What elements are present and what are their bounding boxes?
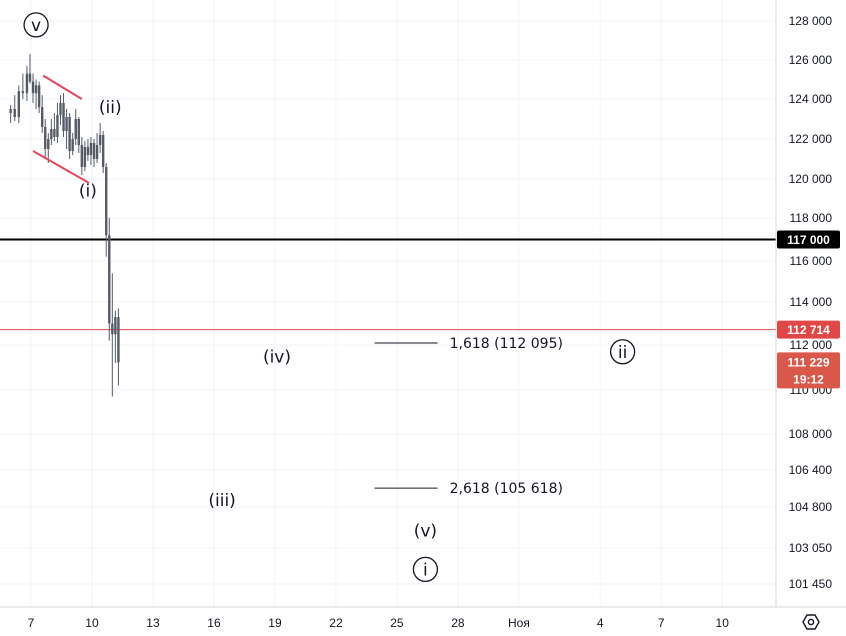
candle-body bbox=[77, 119, 80, 145]
x-tick-label: 4 bbox=[597, 616, 604, 630]
candle-body bbox=[89, 143, 93, 155]
candle-body bbox=[62, 103, 65, 131]
last-price-label: 111 229 bbox=[787, 355, 829, 369]
y-tick-label: 124 000 bbox=[789, 92, 833, 106]
y-tick-label: 116 000 bbox=[790, 254, 833, 268]
candle-body bbox=[74, 119, 77, 139]
candle-body bbox=[111, 323, 114, 335]
chart-grid bbox=[0, 0, 776, 607]
trendline[interactable] bbox=[32, 150, 90, 184]
price-badge bbox=[777, 230, 840, 249]
candle-body bbox=[117, 317, 120, 363]
candle-body bbox=[68, 117, 71, 151]
y-tick-label: 104 800 bbox=[789, 500, 833, 514]
wave-label-circle[interactable] bbox=[609, 339, 636, 365]
candle-body bbox=[50, 129, 53, 139]
candle-body bbox=[53, 129, 56, 137]
candle-body bbox=[47, 139, 50, 149]
candle-body bbox=[92, 143, 96, 159]
candle-body bbox=[80, 145, 84, 167]
x-tick-label: 10 bbox=[716, 616, 730, 630]
wave-label[interactable]: (ii) bbox=[99, 98, 122, 118]
candle-body bbox=[71, 139, 74, 151]
candle-body bbox=[56, 115, 59, 137]
x-tick-label: 7 bbox=[658, 616, 665, 630]
candle-body bbox=[21, 91, 25, 94]
fib-level-label: 2,618 (105 618) bbox=[450, 481, 563, 497]
price-badge-label: 117 000 bbox=[787, 233, 830, 247]
x-tick-label: 28 bbox=[451, 616, 465, 630]
x-tick-label: 13 bbox=[146, 616, 160, 630]
x-tick-label: 7 bbox=[28, 616, 35, 630]
candle-body bbox=[40, 107, 44, 127]
fib-level-label: 1,618 (112 095) bbox=[450, 336, 563, 352]
gear-icon bbox=[802, 614, 820, 630]
x-tick-label: 22 bbox=[329, 616, 343, 630]
candle-body bbox=[25, 73, 29, 94]
x-tick-label: 19 bbox=[268, 616, 282, 630]
wave-label[interactable]: (i) bbox=[79, 182, 97, 202]
price-badges: 117 000 112 714 111 229 19:12 bbox=[777, 230, 840, 389]
x-tick-label: Ноя bbox=[508, 616, 530, 630]
candle-body bbox=[31, 81, 35, 94]
candle-body bbox=[105, 167, 108, 236]
trendline[interactable] bbox=[42, 74, 83, 100]
wave-label[interactable]: i bbox=[423, 560, 428, 580]
wave-label[interactable]: (iv) bbox=[263, 347, 291, 367]
candle-body bbox=[83, 147, 87, 167]
wave-label[interactable]: ii bbox=[618, 343, 627, 363]
fib-levels[interactable]: 1,618 (112 095) 2,618 (105 618) bbox=[374, 336, 563, 497]
candle-body bbox=[65, 117, 68, 131]
price-badge bbox=[777, 320, 840, 339]
y-tick-label: 126 000 bbox=[789, 53, 833, 67]
candle-body bbox=[59, 103, 62, 115]
candle-body bbox=[13, 109, 16, 117]
price-badge-label: 112 714 bbox=[787, 323, 830, 337]
candle-body bbox=[98, 135, 102, 145]
wave-label-circle[interactable] bbox=[412, 556, 439, 583]
candle-body bbox=[95, 145, 99, 159]
horizontal-levels[interactable] bbox=[0, 238, 776, 331]
candle-body bbox=[86, 147, 90, 155]
y-tick-label: 112 000 bbox=[790, 338, 833, 352]
x-tick-label: 16 bbox=[207, 616, 221, 630]
wave-label[interactable]: (iii) bbox=[208, 491, 235, 511]
trendlines[interactable] bbox=[32, 74, 90, 184]
candle-body bbox=[37, 85, 41, 107]
candle-body bbox=[9, 109, 12, 113]
candles bbox=[9, 54, 120, 397]
y-tick-label: 120 000 bbox=[789, 172, 833, 186]
y-tick-label: 106 400 bbox=[789, 463, 833, 477]
candle-body bbox=[101, 135, 105, 167]
settings-button[interactable] bbox=[797, 609, 825, 635]
candle-body bbox=[34, 85, 38, 94]
wave-label[interactable]: v bbox=[31, 16, 41, 36]
candle-body bbox=[28, 73, 32, 82]
wave-labels[interactable]: v(ii)(i)(iv)(iii)(v)iii bbox=[23, 12, 636, 583]
candle-body bbox=[17, 91, 21, 117]
y-tick-label: 103 050 bbox=[789, 541, 833, 555]
x-tick-label: 25 bbox=[390, 616, 404, 630]
candle-body bbox=[114, 317, 117, 335]
y-tick-label: 122 000 bbox=[789, 132, 833, 146]
wave-label-circle[interactable] bbox=[23, 12, 49, 38]
bar-countdown-label: 19:12 bbox=[793, 372, 824, 386]
y-tick-label: 101 450 bbox=[789, 577, 833, 591]
y-tick-label: 128 000 bbox=[789, 14, 833, 28]
y-tick-label: 118 000 bbox=[790, 211, 833, 225]
y-tick-label: 114 000 bbox=[790, 295, 833, 309]
y-tick-label: 108 000 bbox=[789, 427, 833, 441]
last-price-badge bbox=[777, 352, 840, 389]
candle-body bbox=[108, 235, 111, 324]
candle-body bbox=[44, 127, 47, 149]
time-axis[interactable]: 7 10 13 16 19 22 25 28 Ноя 4 7 10 bbox=[28, 616, 730, 630]
wave-label[interactable]: (v) bbox=[414, 521, 437, 541]
x-tick-label: 10 bbox=[85, 616, 99, 630]
